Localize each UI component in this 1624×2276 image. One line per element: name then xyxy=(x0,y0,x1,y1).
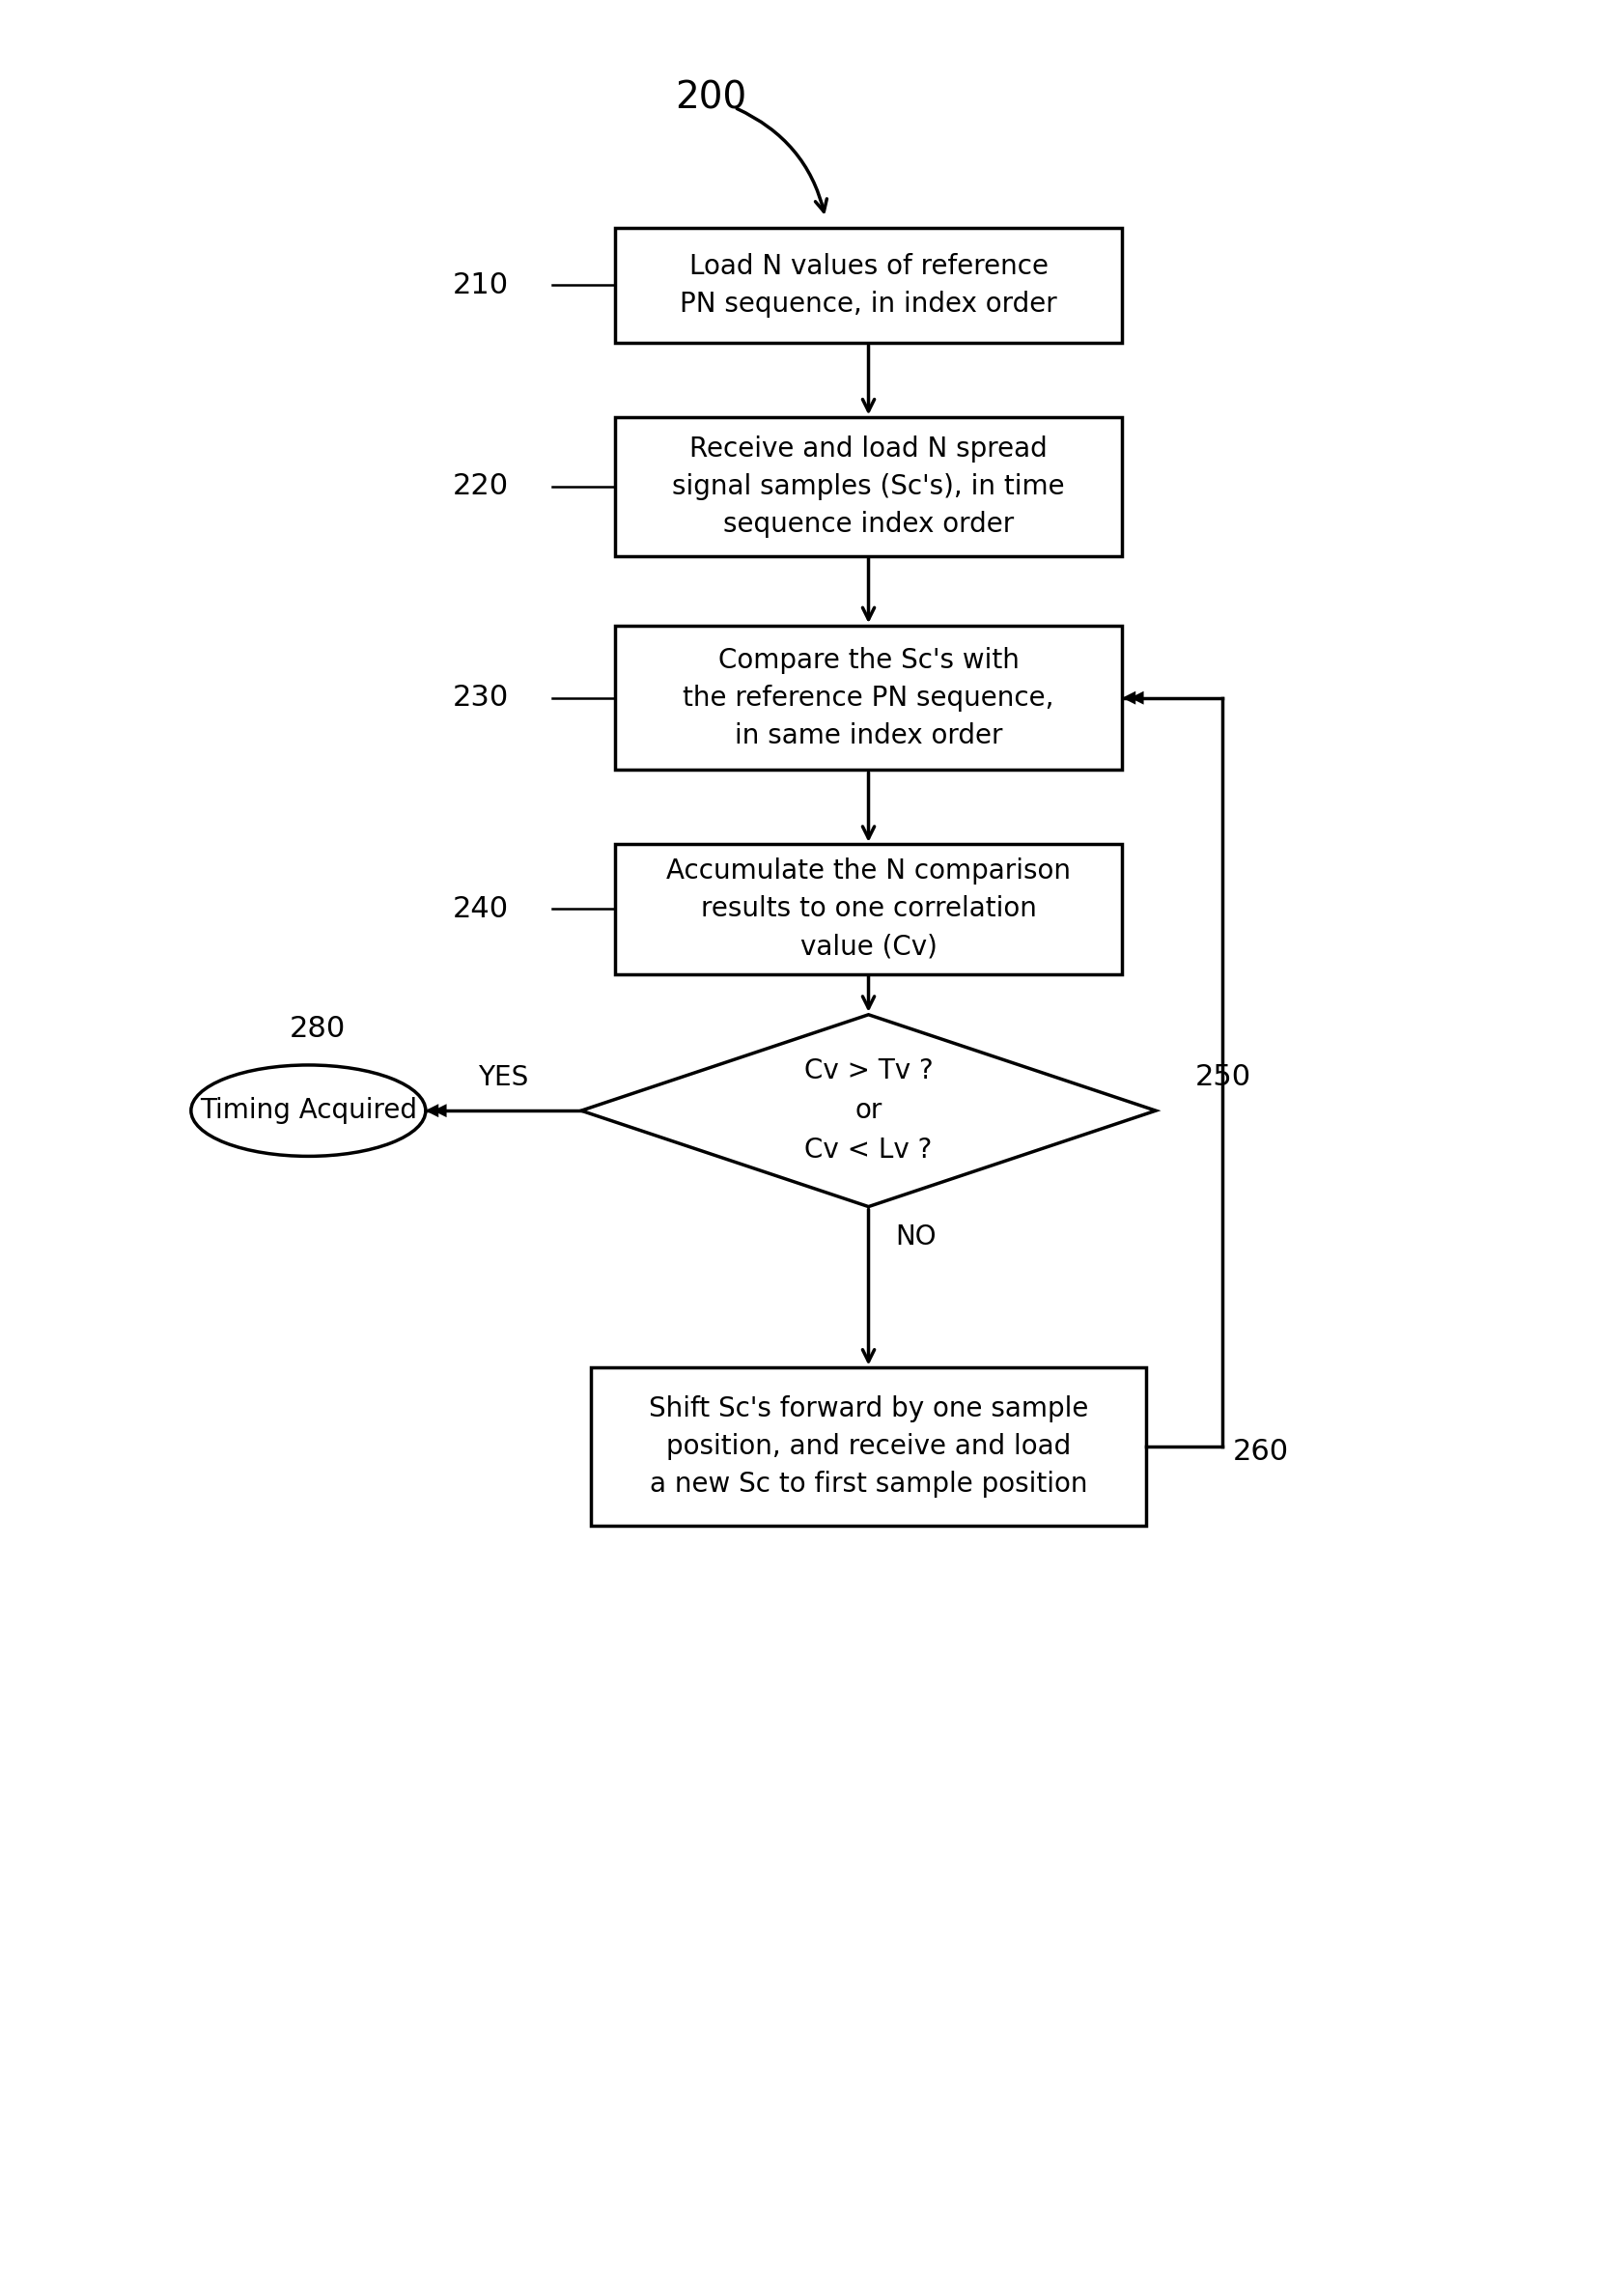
Text: 200: 200 xyxy=(674,80,745,116)
Text: 260: 260 xyxy=(1233,1438,1288,1466)
Text: Receive and load N spread
signal samples (Sc's), in time
sequence index order: Receive and load N spread signal samples… xyxy=(672,435,1064,537)
Polygon shape xyxy=(1130,692,1143,706)
Polygon shape xyxy=(1122,692,1135,706)
Text: 220: 220 xyxy=(453,473,508,501)
Text: 210: 210 xyxy=(453,271,508,298)
Bar xyxy=(614,626,1122,769)
Text: Load N values of reference
PN sequence, in index order: Load N values of reference PN sequence, … xyxy=(679,253,1057,316)
Ellipse shape xyxy=(192,1065,425,1156)
Text: Cv > Tv ?
or
Cv < Lv ?: Cv > Tv ? or Cv < Lv ? xyxy=(804,1058,932,1163)
Text: NO: NO xyxy=(895,1224,935,1252)
Bar xyxy=(614,417,1122,555)
Text: 250: 250 xyxy=(1194,1063,1250,1090)
Polygon shape xyxy=(434,1104,447,1118)
Text: Accumulate the N comparison
results to one correlation
value (Cv): Accumulate the N comparison results to o… xyxy=(666,858,1070,960)
Text: Shift Sc's forward by one sample
position, and receive and load
a new Sc to firs: Shift Sc's forward by one sample positio… xyxy=(648,1395,1088,1498)
Text: YES: YES xyxy=(477,1065,528,1092)
Text: 280: 280 xyxy=(289,1015,346,1042)
Text: Timing Acquired: Timing Acquired xyxy=(200,1097,417,1124)
Bar xyxy=(614,228,1122,344)
Bar xyxy=(614,844,1122,974)
FancyArrowPatch shape xyxy=(736,109,827,212)
Text: Compare the Sc's with
the reference PN sequence,
in same index order: Compare the Sc's with the reference PN s… xyxy=(682,646,1054,749)
Polygon shape xyxy=(425,1104,438,1118)
Bar xyxy=(591,1368,1145,1525)
Text: 240: 240 xyxy=(453,894,508,924)
Text: 230: 230 xyxy=(453,683,508,712)
Polygon shape xyxy=(581,1015,1155,1206)
